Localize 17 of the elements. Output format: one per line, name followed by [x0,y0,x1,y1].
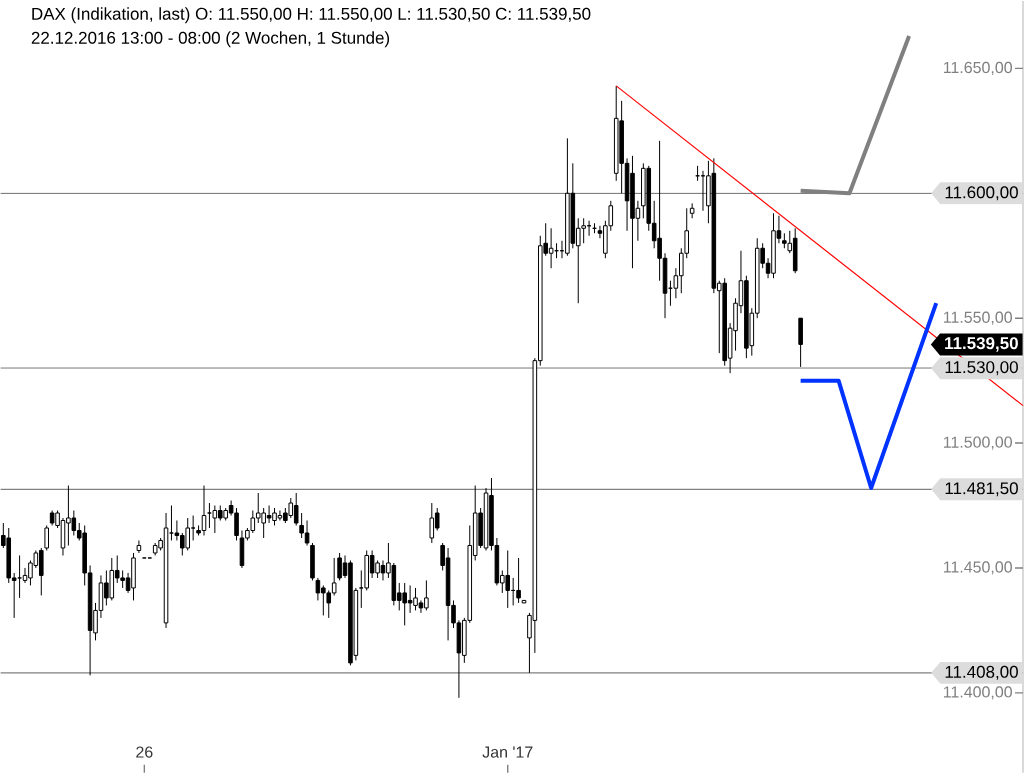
y-tick-label: 11.400,00 [943,686,1012,700]
candlestick [44,525,49,552]
y-tick-label: 11.450,00 [943,561,1012,575]
ref-line-label: 11.481,50 [945,482,1018,497]
x-tick-label: Jan '17 [482,746,533,758]
y-tick-label: 11.500,00 [943,436,1012,450]
candlestick [136,540,142,554]
chart-title: DAX (Indikation, last) O: 11.550,00 H: 11.550,00 L: 11.530,50 C: 11.539,50 [32,7,591,24]
ref-line-label: 11.408,00 [945,665,1018,680]
annotation: 11.539,50 [945,337,1018,352]
ref-line-label: 11.530,00 [945,361,1018,376]
text: 22.12.2016 13:00 - 08:00 (2 Wochen, 1 Stunde) [31,31,390,48]
ref-line-label: 11.600,00 [945,186,1018,201]
y-tick-label: 11.550,00 [943,311,1012,325]
x-tick-label: 26 [136,746,153,758]
candlestick [689,202,695,219]
y-tick-label: 11.650,00 [943,61,1012,76]
